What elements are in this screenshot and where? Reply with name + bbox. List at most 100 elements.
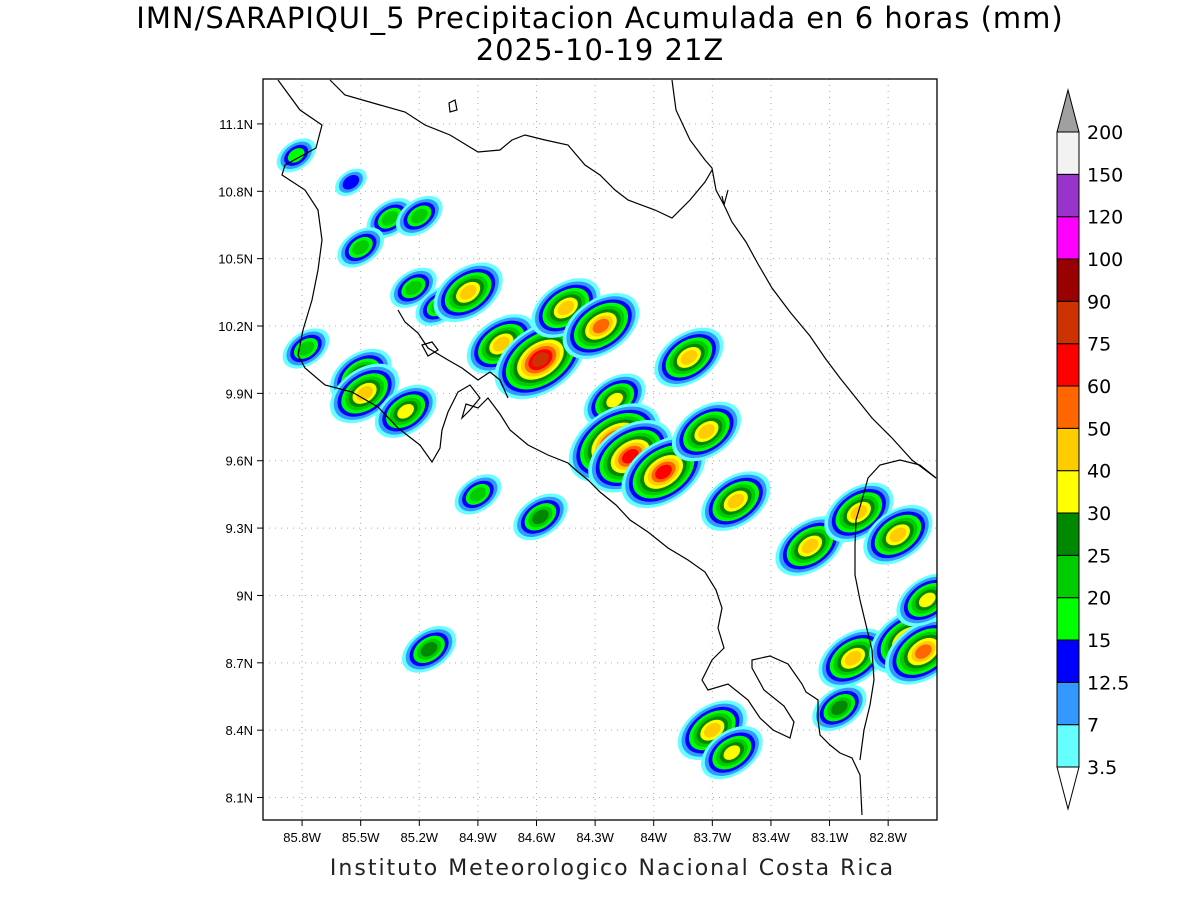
caribbean-coastline: [671, 79, 937, 479]
precip-contour-level-8: [915, 644, 932, 659]
precip-cell: [896, 573, 937, 627]
colorbar-label: 100: [1087, 249, 1123, 271]
y-tick-label: 8.1N: [226, 791, 253, 806]
colorbar-label: 30: [1087, 503, 1111, 525]
y-tick-label: 8.4N: [226, 723, 253, 738]
precip-contour-level-7: [459, 285, 477, 300]
panama-border: [854, 459, 937, 761]
precip-contour-level-5: [532, 509, 549, 525]
precip-cell: [701, 726, 763, 780]
precip-cell: [863, 505, 933, 565]
precip-contour-level-5: [831, 700, 848, 715]
y-tick-label: 10.5N: [218, 252, 253, 267]
colorbar-upper-arrow: [1056, 88, 1080, 133]
precip-cell: [335, 168, 367, 196]
colorbar-label: 50: [1087, 418, 1111, 440]
precip-cell: [562, 293, 640, 359]
precip-contour-level-4: [381, 210, 399, 226]
precip-contour-level-7: [698, 424, 715, 439]
x-tick-label: 85.8W: [283, 830, 321, 845]
colorbar-segment: [1056, 216, 1080, 260]
x-tick-label: 84.9W: [459, 830, 497, 845]
precip-contour-level-7: [704, 722, 721, 738]
x-tick-label: 85.2W: [401, 830, 439, 845]
x-tick-label: 82.8W: [869, 830, 907, 845]
y-tick-label: 8.7N: [226, 656, 253, 671]
precip-contour-level-7: [493, 336, 510, 352]
precip-contour-level-7: [801, 538, 819, 554]
precip-contour-level-6: [606, 392, 623, 408]
x-tick-label: 84W: [640, 830, 667, 845]
precip-cell: [513, 493, 568, 541]
colorbar-lower-arrow: [1056, 766, 1080, 811]
precip-contour-level-4: [405, 280, 422, 296]
colorbar-label: 25: [1087, 545, 1111, 567]
precip-cell: [276, 138, 316, 173]
precip-contour-level-7: [557, 300, 575, 316]
colorbar-label: 15: [1087, 630, 1111, 652]
precip-cell: [433, 262, 503, 323]
colorbar-label: 75: [1087, 334, 1111, 356]
chart-title: IMN/SARAPIQUI_5 Precipitacion Acumulada …: [136, 1, 1064, 35]
y-tick-label: 9.9N: [226, 386, 253, 401]
precip-cell: [282, 328, 330, 369]
colorbar-label: 3.5: [1087, 757, 1117, 779]
precip-cell: [402, 626, 457, 673]
colorbar-segment: [1056, 258, 1080, 302]
precip-cell: [654, 327, 724, 388]
precip-cell: [775, 516, 845, 576]
island-outline: [448, 99, 458, 113]
colorbar-segment: [1056, 639, 1080, 683]
precip-cell: [374, 384, 437, 438]
precip-contour-level-10: [532, 352, 549, 367]
pacific-coastline: [277, 79, 863, 816]
x-tick-label: 84.3W: [576, 830, 614, 845]
precip-contour-level-6: [397, 404, 414, 419]
precip-contour-level-8: [592, 318, 610, 334]
precip-cell: [818, 628, 888, 689]
precip-contour-level-7: [889, 527, 907, 543]
x-tick-label: 83.4W: [752, 830, 790, 845]
colorbar-label: 12.5: [1087, 672, 1129, 694]
nicaragua-border: [329, 79, 713, 219]
precip-contour-level-6: [918, 592, 936, 608]
precip-contour-level-3: [287, 148, 305, 163]
precip-contour-level-2: [342, 175, 360, 190]
precip-contour-level-7: [844, 651, 862, 666]
chart-subtitle-datetime: 2025-10-19 21Z: [475, 33, 725, 67]
colorbar-segment: [1056, 554, 1080, 599]
colorbar: 3.5 7 12.5 15 20 25 30 40 50 60 75 90 100 120 150 200: [1056, 88, 1129, 811]
y-tick-label: 9N: [236, 588, 253, 603]
precip-contour-level-9: [655, 464, 672, 480]
colorbar-label: 7: [1087, 715, 1099, 737]
precip-contour-level-6: [723, 745, 741, 760]
colorbar-segment: [1056, 131, 1080, 175]
coastline-borders: [277, 79, 937, 816]
lake-outline: [421, 341, 439, 357]
colorbar-label: 20: [1087, 588, 1111, 610]
colorbar-label: 90: [1087, 291, 1111, 313]
y-tick-label: 11.1N: [219, 117, 253, 132]
precip-cell: [671, 401, 742, 462]
colorbar-label: 60: [1087, 376, 1111, 398]
colorbar-segment: [1056, 343, 1080, 387]
x-tick-label: 85.5W: [342, 830, 380, 845]
precip-cell: [701, 471, 771, 531]
precipitation-field: [276, 138, 937, 780]
colorbar-segment: [1056, 597, 1080, 641]
precip-contour-level-4: [297, 341, 315, 356]
colorbar-segment: [1056, 173, 1080, 218]
colorbar-segment: [1056, 427, 1080, 472]
precip-contour-level-4: [410, 208, 428, 224]
precip-contour-level-7: [680, 350, 698, 365]
axis-ticks: 85.8W 85.5W 85.2W 84.9W 84.6W 84.3W 84W 83.7W 83…: [218, 117, 907, 845]
precip-cell: [337, 227, 384, 268]
y-tick-label: 9.3N: [226, 521, 253, 536]
colorbar-segment: [1056, 512, 1080, 556]
colorbar-label: 200: [1087, 122, 1123, 144]
y-tick-label: 9.6N: [226, 454, 253, 469]
colorbar-label: 120: [1087, 207, 1123, 229]
precip-cell: [395, 195, 443, 237]
nicoya-inner-coast: [397, 309, 509, 399]
